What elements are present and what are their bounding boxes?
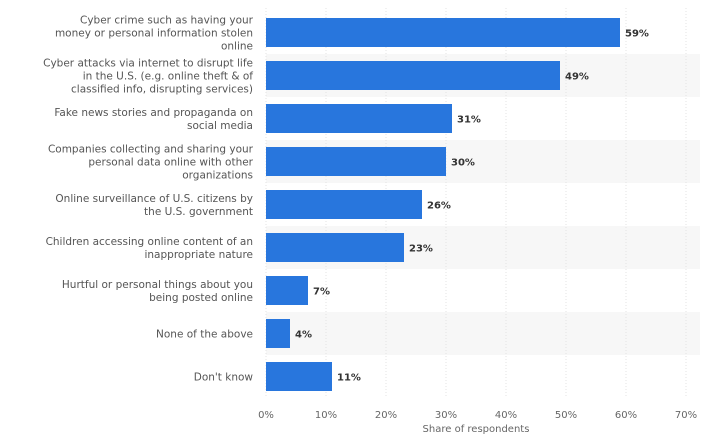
x-tick-label: 20% <box>375 410 397 421</box>
category-label: Children accessing online content of an i… <box>46 236 253 261</box>
x-tick-label: 70% <box>675 410 697 421</box>
bar <box>266 362 332 391</box>
bar <box>266 319 290 348</box>
bar <box>266 18 620 47</box>
category-label: Hurtful or personal things about you bein… <box>62 279 253 304</box>
x-axis-title: Share of respondents <box>423 424 530 435</box>
data-label: 30% <box>451 158 475 169</box>
category-label-line: None of the above <box>156 329 253 341</box>
bar <box>266 233 404 262</box>
category-label: Fake news stories and propaganda on socia… <box>54 107 253 132</box>
bar <box>266 147 446 176</box>
category-label-line: Children accessing online content of an <box>46 236 253 248</box>
row-band <box>266 312 700 355</box>
x-tick-label: 50% <box>555 410 577 421</box>
data-label: 7% <box>313 287 330 298</box>
x-tick-label: 30% <box>435 410 457 421</box>
bar <box>266 190 422 219</box>
x-tick-label: 0% <box>258 410 274 421</box>
category-label-line: Cyber crime such as having your <box>80 15 254 27</box>
category-label: None of the above <box>156 329 253 341</box>
category-label-line: Companies collecting and sharing your <box>48 144 254 156</box>
category-label-line: being posted online <box>149 292 253 304</box>
category-labels: Cyber crime such as having your money or … <box>43 15 254 384</box>
category-label-line: Don't know <box>194 372 254 384</box>
data-label: 4% <box>295 330 312 341</box>
category-label-line: Fake news stories and propaganda on <box>54 107 253 119</box>
data-label: 49% <box>565 72 589 83</box>
data-labels: 59% 49% 31% 30% 26% 23% 7% 4% 11% <box>295 29 649 384</box>
category-label-line: Online surveillance of U.S. citizens by <box>55 193 253 205</box>
category-label: Online surveillance of U.S. citizens by t… <box>55 193 253 218</box>
category-label: Cyber attacks via internet to disrupt li… <box>43 58 253 96</box>
bar <box>266 61 560 90</box>
category-label-line: money or personal information stolen <box>55 28 253 40</box>
category-label: Cyber crime such as having your money or … <box>55 15 254 53</box>
x-tick-label: 60% <box>615 410 637 421</box>
x-tick-labels: 0% 10% 20% 30% 40% 50% 60% 70% <box>258 410 697 421</box>
data-label: 23% <box>409 244 433 255</box>
data-label: 26% <box>427 201 451 212</box>
category-label-line: inappropriate nature <box>144 249 253 261</box>
bars <box>266 18 620 391</box>
category-label: Companies collecting and sharing your per… <box>48 144 254 182</box>
category-label-line: organizations <box>182 170 253 182</box>
category-label-line: classified info, disrupting services) <box>71 84 253 96</box>
bar <box>266 104 452 133</box>
category-label-line: online <box>221 41 253 53</box>
data-label: 11% <box>337 373 361 384</box>
category-label-line: personal data online with other <box>88 157 253 169</box>
x-tick-label: 40% <box>495 410 517 421</box>
category-label-line: the U.S. government <box>144 206 253 218</box>
category-label-line: in the U.S. (e.g. online theft & of <box>83 71 254 83</box>
category-label: Don't know <box>194 372 254 384</box>
category-label-line: social media <box>187 120 253 132</box>
data-label: 59% <box>625 29 649 40</box>
category-label-line: Cyber attacks via internet to disrupt li… <box>43 58 253 70</box>
data-label: 31% <box>457 115 481 126</box>
category-label-line: Hurtful or personal things about you <box>62 279 253 291</box>
bar <box>266 276 308 305</box>
x-tick-label: 10% <box>315 410 337 421</box>
